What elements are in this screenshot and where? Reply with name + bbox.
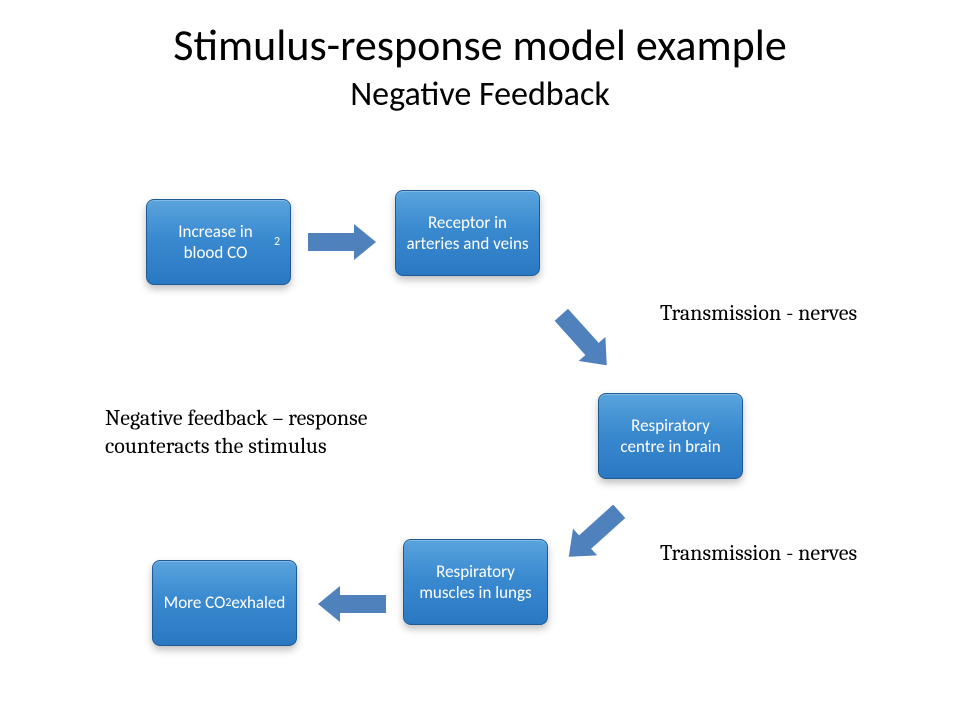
flow-node-n2: Receptor in arteries and veins — [395, 190, 540, 276]
flow-node-n1: Increase in blood CO2 — [146, 199, 291, 285]
arrow-a3 — [557, 498, 632, 570]
annotation-t3: Negative feedback – response counteracts… — [105, 405, 405, 460]
arrow-a4 — [318, 586, 386, 622]
flow-node-n3: Respiratory centre in brain — [598, 393, 743, 479]
page-title: Stimulus-response model example — [0, 0, 960, 72]
flow-node-n5: More CO2 exhaled — [152, 560, 297, 646]
annotation-t2: Transmission - nerves — [660, 540, 890, 568]
flow-node-n4: Respiratory muscles in lungs — [403, 539, 548, 625]
arrow-a1 — [308, 224, 376, 260]
arrow-a2 — [548, 303, 620, 378]
annotation-t1: Transmission - nerves — [660, 300, 890, 328]
page-subtitle: Negative Feedback — [0, 74, 960, 115]
